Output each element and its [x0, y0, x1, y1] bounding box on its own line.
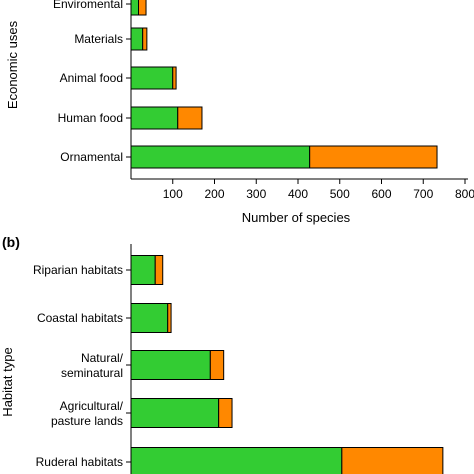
category-label: Ornamental: [60, 150, 123, 164]
category-label: Natural/: [81, 351, 124, 365]
category-label: Animal food: [60, 71, 123, 85]
panel-label: (b): [2, 234, 20, 250]
bar-segment-orange-1: [167, 303, 172, 333]
bar-segment-green-0: [130, 0, 140, 16]
bar-segment-green-4: [130, 447, 343, 474]
bar-segment-green-3: [130, 106, 179, 130]
x-tick-label: 600: [371, 187, 391, 201]
category-label: Enviromental: [53, 0, 123, 11]
category-label-line2: seminatural: [61, 366, 123, 380]
bar-segment-orange-2: [209, 350, 225, 380]
category-label: Coastal habitats: [37, 311, 123, 325]
panel-economic-uses: Enviromental Materials Animal food Human fo…: [5, 0, 474, 225]
panel-habitat-type: (b) Riparian habitats Coastal habitats Nat…: [0, 234, 444, 474]
bars-group: [126, 0, 438, 169]
y-axis-title: Economic uses: [5, 20, 20, 109]
x-tick-label: 800: [455, 187, 474, 201]
bar-segment-green-1: [130, 27, 144, 51]
bar-segment-green-3: [130, 398, 220, 428]
bar-segment-orange-0: [154, 255, 164, 285]
x-tick-label: 700: [413, 187, 433, 201]
x-tick-label: 100: [163, 187, 183, 201]
bar-segment-green-1: [130, 303, 169, 333]
category-label: Ruderal habitats: [36, 455, 123, 469]
bar-segment-orange-4: [309, 145, 438, 169]
bar-segment-green-2: [130, 66, 174, 90]
x-tick-labels: 100 200 300 400 500 600 700 800: [163, 179, 474, 201]
x-tick-label: 200: [204, 187, 224, 201]
x-tick-label: 400: [288, 187, 308, 201]
category-label: Materials: [74, 32, 123, 46]
bar-segment-orange-4: [341, 447, 444, 474]
category-label: Human food: [58, 111, 123, 125]
category-label: Riparian habitats: [33, 263, 123, 277]
y-axis-title: Habitat type: [0, 347, 15, 416]
bar-segment-green-0: [130, 255, 156, 285]
bars-group: [126, 255, 444, 474]
category-label: Agricultural/: [60, 399, 124, 413]
x-tick-label: 300: [246, 187, 266, 201]
bar-segment-orange-3: [218, 398, 233, 428]
bar-segment-orange-1: [142, 27, 148, 51]
bar-segment-green-4: [130, 145, 311, 169]
x-tick-label: 500: [330, 187, 350, 201]
category-labels: Riparian habitats Coastal habitats Natural…: [33, 263, 124, 469]
x-axis-title: Number of species: [242, 210, 351, 225]
category-labels: Enviromental Materials Animal food Human fo…: [53, 0, 123, 164]
category-label-line2: pasture lands: [51, 414, 123, 428]
bar-segment-green-2: [130, 350, 211, 380]
bar-segment-orange-0: [138, 0, 147, 16]
bar-segment-orange-3: [177, 106, 203, 130]
bar-segment-orange-2: [172, 66, 177, 90]
